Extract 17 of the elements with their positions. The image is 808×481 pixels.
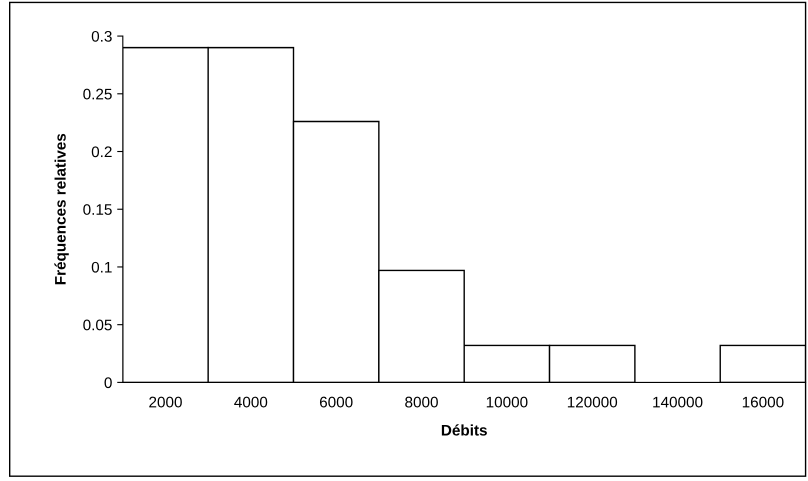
x-axis-title: Débits xyxy=(442,424,487,436)
x-tick-label: 10000 xyxy=(486,396,528,408)
y-tick-label: 0 xyxy=(104,377,112,388)
x-tick-label: 2000 xyxy=(149,396,182,408)
x-tick-label: 4000 xyxy=(234,396,268,408)
x-tick-label: 16000 xyxy=(742,396,784,408)
y-tick-label: 0.1 xyxy=(92,262,112,273)
y-tick-label: 0.2 xyxy=(92,146,112,158)
y-tick-label: 0.15 xyxy=(83,204,112,215)
x-tick-label: 120000 xyxy=(568,396,618,408)
y-tick-label: 0.05 xyxy=(83,320,112,330)
y-tick-label: 0.25 xyxy=(83,88,112,100)
x-tick-label: 8000 xyxy=(405,396,438,408)
y-axis-title: Fréquences relatives xyxy=(54,134,69,284)
y-tick-label: 0.3 xyxy=(92,30,112,42)
x-tick-label: 140000 xyxy=(653,396,702,408)
x-tick-label: 6000 xyxy=(320,396,353,408)
